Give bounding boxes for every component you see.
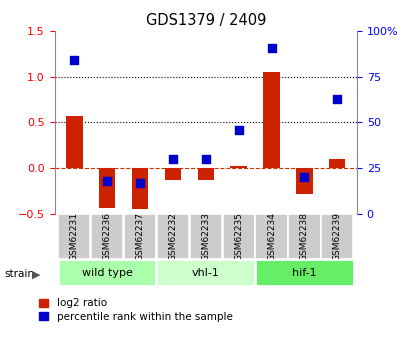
Text: strain: strain bbox=[4, 269, 34, 279]
Bar bbox=[263, 72, 280, 168]
Bar bbox=[157, 259, 255, 286]
Text: GSM62234: GSM62234 bbox=[267, 212, 276, 261]
Point bbox=[202, 156, 209, 162]
Text: GSM62237: GSM62237 bbox=[136, 212, 144, 261]
Text: GSM62233: GSM62233 bbox=[201, 212, 210, 261]
Bar bbox=[91, 214, 123, 259]
Point bbox=[301, 175, 308, 180]
Title: GDS1379 / 2409: GDS1379 / 2409 bbox=[146, 13, 266, 29]
Bar bbox=[255, 214, 288, 259]
Text: vhl-1: vhl-1 bbox=[192, 268, 220, 277]
Bar bbox=[329, 159, 346, 168]
Bar bbox=[157, 214, 189, 259]
Bar bbox=[66, 116, 83, 168]
Point bbox=[268, 45, 275, 50]
Text: GSM62236: GSM62236 bbox=[103, 212, 112, 261]
Text: GSM62238: GSM62238 bbox=[300, 212, 309, 261]
Bar bbox=[288, 214, 320, 259]
Bar bbox=[99, 168, 116, 207]
Text: GSM62235: GSM62235 bbox=[234, 212, 243, 261]
Point bbox=[170, 156, 176, 162]
Bar bbox=[321, 214, 353, 259]
Point bbox=[136, 180, 143, 186]
Bar bbox=[197, 168, 214, 180]
Point bbox=[104, 178, 110, 184]
Text: GSM62231: GSM62231 bbox=[70, 212, 79, 261]
Text: GSM62232: GSM62232 bbox=[168, 212, 177, 261]
Bar bbox=[58, 259, 157, 286]
Bar bbox=[223, 214, 255, 259]
Text: wild type: wild type bbox=[82, 268, 133, 277]
Point bbox=[235, 127, 242, 132]
Text: hif-1: hif-1 bbox=[292, 268, 317, 277]
Legend: log2 ratio, percentile rank within the sample: log2 ratio, percentile rank within the s… bbox=[39, 298, 232, 322]
Point bbox=[71, 58, 78, 63]
Bar bbox=[190, 214, 222, 259]
Bar bbox=[165, 168, 181, 180]
Bar bbox=[132, 168, 148, 209]
Bar bbox=[231, 166, 247, 168]
Bar bbox=[124, 214, 156, 259]
Bar bbox=[58, 214, 90, 259]
Text: ▶: ▶ bbox=[32, 269, 40, 279]
Text: GSM62239: GSM62239 bbox=[333, 212, 342, 261]
Bar bbox=[296, 168, 312, 194]
Point bbox=[334, 96, 341, 101]
Bar bbox=[255, 259, 354, 286]
